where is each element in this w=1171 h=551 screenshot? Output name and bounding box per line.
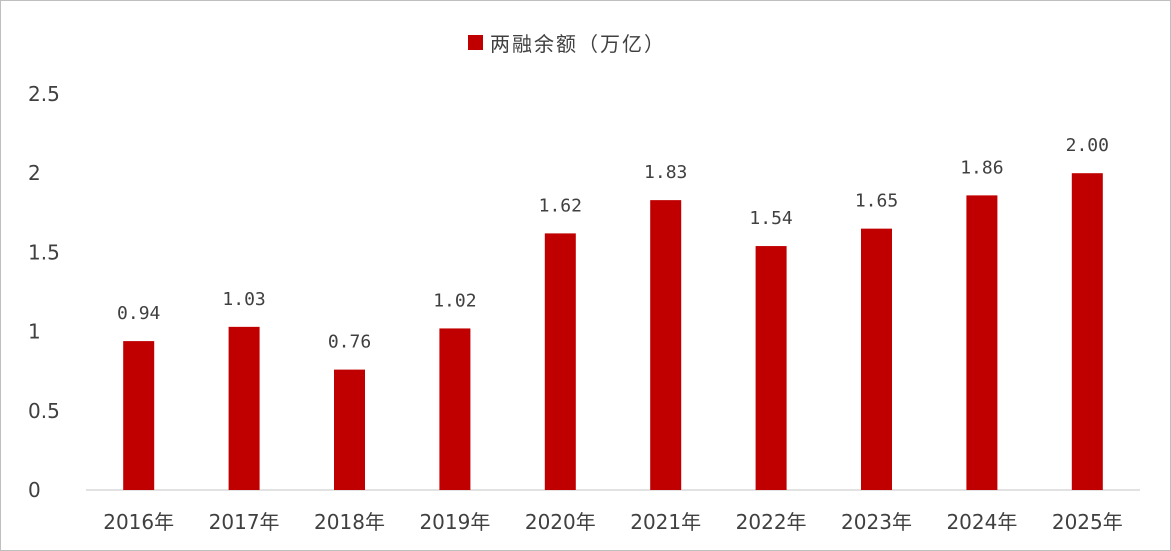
bar-2024年 xyxy=(966,195,998,490)
bar-2023年 xyxy=(861,228,892,490)
x-tick-label: 2021年 xyxy=(630,510,701,534)
bar-2019年 xyxy=(439,328,471,490)
y-tick-label: 0.5 xyxy=(28,399,60,423)
legend-swatch xyxy=(468,34,483,50)
legend-label: 两融余额（万亿） xyxy=(490,31,666,56)
data-label: 1.54 xyxy=(749,208,792,229)
bar-2025年 xyxy=(1071,173,1103,490)
bar-2020年 xyxy=(544,233,576,490)
x-tick-label: 2016年 xyxy=(103,510,174,534)
x-tick-label: 2020年 xyxy=(525,510,596,534)
legend: 两融余额（万亿） xyxy=(468,27,666,57)
bar-2016年 xyxy=(123,341,155,490)
x-tick-label: 2017年 xyxy=(209,510,280,534)
data-label: 1.83 xyxy=(644,162,687,183)
data-label: 1.62 xyxy=(539,195,582,216)
x-tick-label: 2023年 xyxy=(841,510,912,534)
data-label: 1.65 xyxy=(855,191,898,212)
data-label: 2.00 xyxy=(1066,135,1109,156)
data-label: 0.94 xyxy=(117,303,160,324)
bar-2017年 xyxy=(228,326,260,490)
y-tick-label: 0 xyxy=(28,478,41,502)
x-tick-label: 2018年 xyxy=(314,510,385,534)
x-tick-label: 2022年 xyxy=(736,510,807,534)
x-tick-label: 2019年 xyxy=(419,510,490,534)
bar-2018年 xyxy=(334,369,365,490)
data-label: 1.03 xyxy=(222,289,265,310)
bar-2022年 xyxy=(755,246,787,490)
y-tick-label: 1.5 xyxy=(28,240,60,264)
y-tick-label: 2 xyxy=(28,161,41,185)
y-tick-label: 2.5 xyxy=(28,82,60,106)
data-label: 0.76 xyxy=(328,332,371,353)
bar-2021年 xyxy=(650,200,682,491)
data-label: 1.86 xyxy=(960,157,1003,178)
data-label: 1.02 xyxy=(433,290,476,311)
y-tick-label: 1 xyxy=(28,320,41,344)
x-tick-label: 2025年 xyxy=(1052,510,1123,534)
x-tick-label: 2024年 xyxy=(946,510,1017,534)
